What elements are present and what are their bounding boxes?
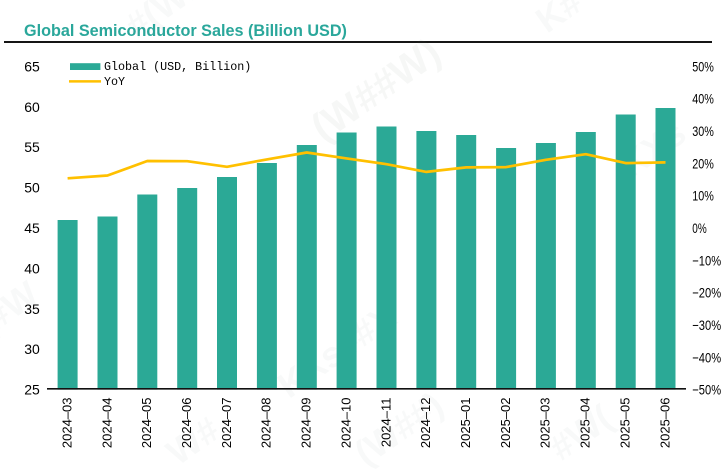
svg-text:−10%: −10% [692,252,721,268]
svg-text:2025–02: 2025–02 [498,398,513,449]
svg-text:35: 35 [24,301,40,317]
svg-text:2024–04: 2024–04 [99,398,114,449]
svg-text:0%: 0% [692,220,706,236]
svg-text:40: 40 [24,260,40,276]
svg-text:65: 65 [24,58,40,74]
svg-text:25: 25 [24,382,40,398]
svg-text:−40%: −40% [692,349,721,365]
svg-text:2024–06: 2024–06 [179,398,194,449]
svg-text:2024–03: 2024–03 [59,398,74,449]
svg-text:40%: 40% [692,91,714,107]
svg-text:2024–11: 2024–11 [378,398,393,448]
svg-text:−50%: −50% [692,382,721,398]
svg-text:2024–12: 2024–12 [418,398,433,449]
svg-text:2024–05: 2024–05 [139,398,154,449]
svg-text:50%: 50% [692,58,714,74]
svg-text:50: 50 [24,180,40,196]
svg-text:−20%: −20% [692,285,721,301]
svg-text:2024–10: 2024–10 [338,398,353,449]
svg-text:2025–03: 2025–03 [538,398,553,449]
svg-text:2025–06: 2025–06 [657,398,672,449]
svg-text:2024–09: 2024–09 [299,398,314,449]
svg-text:2025–01: 2025–01 [458,398,473,449]
svg-text:45: 45 [24,220,40,236]
svg-text:2024–08: 2024–08 [259,398,274,449]
svg-text:60: 60 [24,99,40,115]
svg-text:Global (USD, Billion): Global (USD, Billion) [104,60,251,74]
svg-text:55: 55 [24,139,40,155]
svg-text:30: 30 [24,341,40,357]
svg-text:2025–05: 2025–05 [618,398,633,449]
svg-text:YoY: YoY [104,75,125,89]
svg-text:2024–07: 2024–07 [219,398,234,449]
svg-text:10%: 10% [692,188,714,204]
svg-text:2025–04: 2025–04 [578,398,593,449]
svg-text:20%: 20% [692,155,714,171]
svg-text:−30%: −30% [692,317,721,333]
svg-text:30%: 30% [692,123,714,139]
